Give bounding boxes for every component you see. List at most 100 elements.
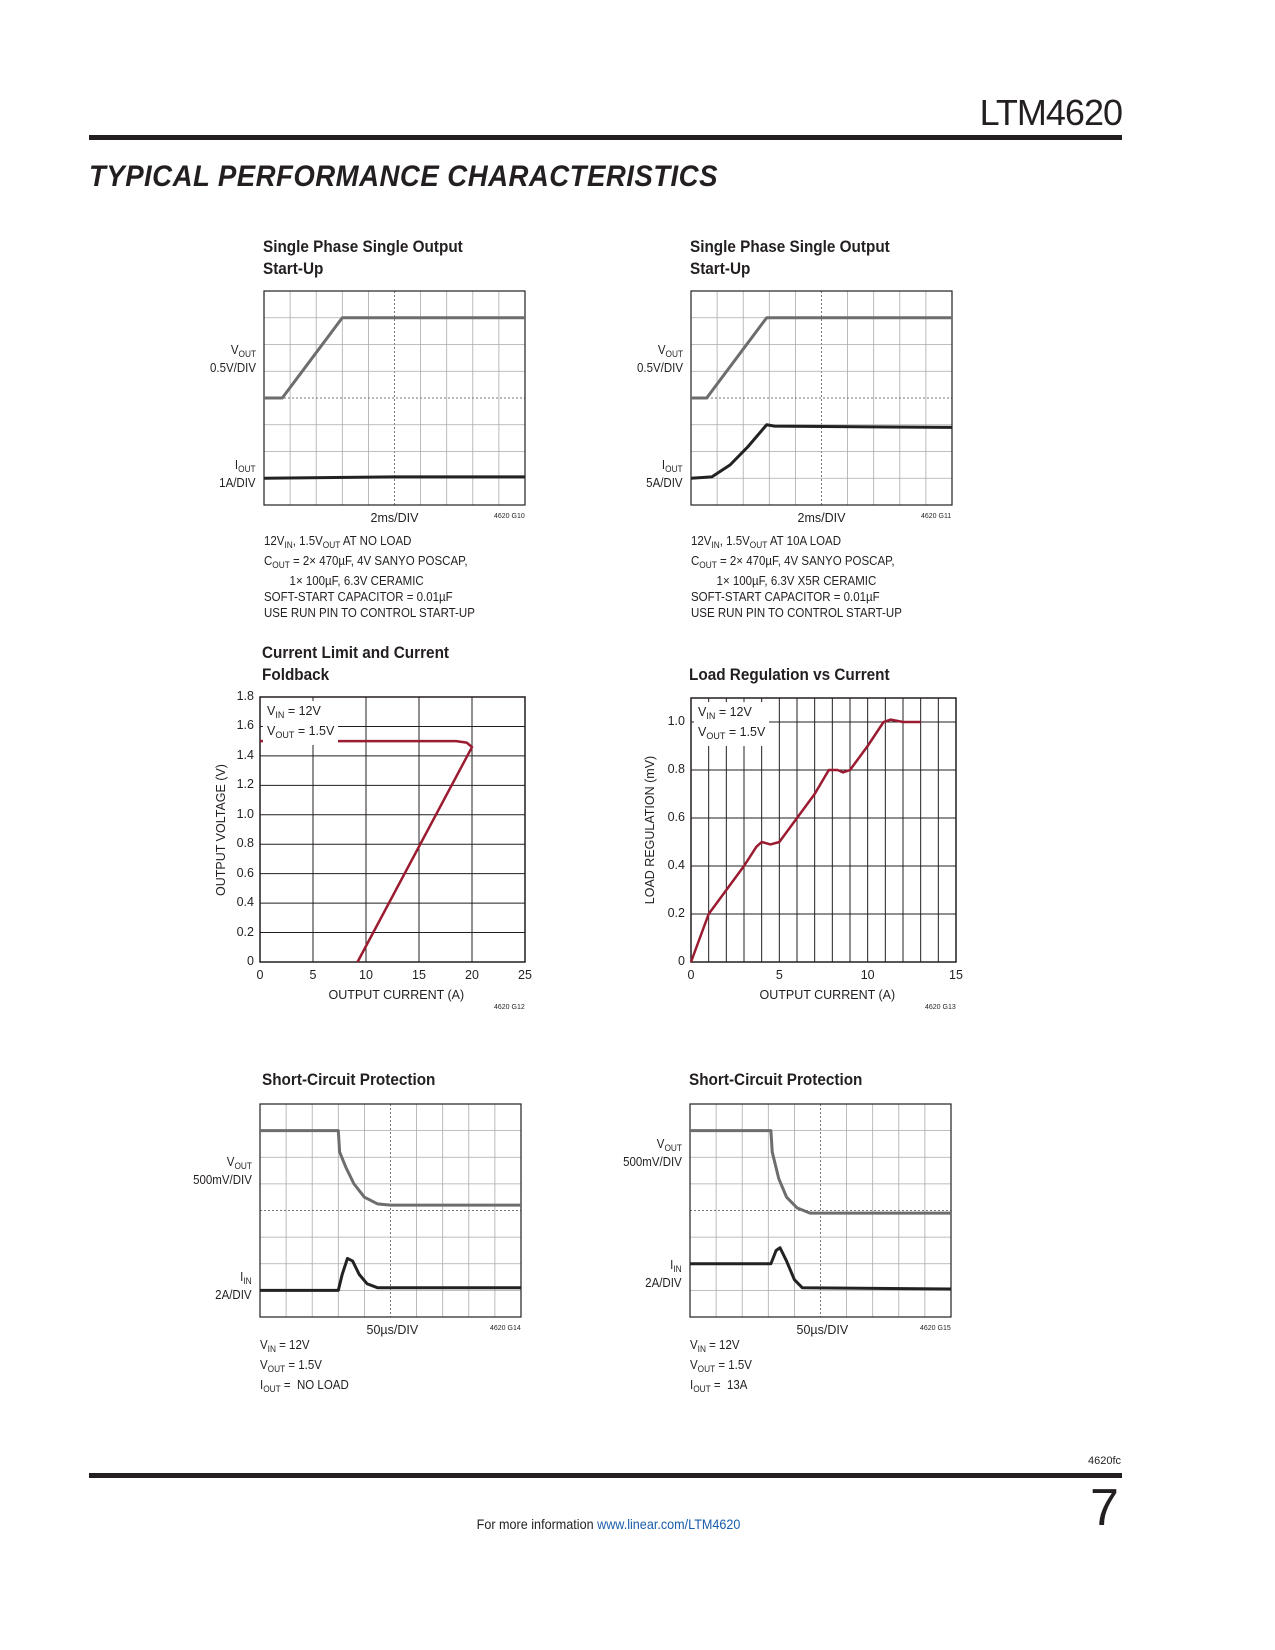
text: C bbox=[264, 554, 273, 568]
y-axis-label: LOAD REGULATION (mV) bbox=[643, 755, 657, 905]
subscript: OUT bbox=[263, 1384, 281, 1394]
subscript: OUT bbox=[267, 1364, 286, 1374]
text: USE RUN PIN TO CONTROL START-UP bbox=[691, 606, 902, 620]
y-tick-label: 0 bbox=[678, 954, 685, 968]
trace-vout bbox=[691, 316, 952, 400]
x-axis-label: OUTPUT CURRENT (A) bbox=[328, 988, 465, 1002]
chart-plot bbox=[690, 290, 953, 506]
text: AT 10A LOAD bbox=[767, 534, 842, 548]
subscript: OUT bbox=[697, 1364, 716, 1374]
subscript: OUT bbox=[665, 349, 683, 359]
trace-vout bbox=[260, 1129, 521, 1207]
subscript: IN bbox=[284, 540, 293, 550]
subscript: OUT bbox=[272, 560, 290, 570]
subscript: OUT bbox=[749, 540, 768, 550]
plot-border bbox=[259, 1103, 522, 1318]
y-axis-label: OUTPUT VOLTAGE (V) bbox=[214, 763, 228, 896]
subscript: IN bbox=[697, 1344, 706, 1354]
trace-iin bbox=[260, 1256, 521, 1292]
footer-info-text: For more information bbox=[476, 1516, 598, 1532]
condition-line: VIN = 12V bbox=[260, 1337, 349, 1357]
x-tick-label: 15 bbox=[949, 968, 963, 982]
text: = 12V bbox=[284, 704, 321, 718]
y-tick-label: 0.2 bbox=[236, 924, 254, 939]
subscript: OUT bbox=[693, 1384, 711, 1394]
condition-line: 1× 100µF, 6.3V X5R CERAMIC bbox=[691, 573, 902, 589]
y-tick-label: 1.0 bbox=[236, 806, 254, 821]
text: V bbox=[260, 1338, 268, 1352]
chart-plot bbox=[259, 1103, 522, 1318]
y-tick-label: 0 bbox=[247, 954, 254, 968]
header-rule bbox=[89, 135, 1122, 140]
x-tick-label: 5 bbox=[775, 968, 783, 982]
figure-code: 4620 G11 bbox=[921, 513, 952, 520]
test-conditions: 12VIN, 1.5VOUT AT 10A LOAD COUT = 2× 470µ… bbox=[691, 533, 902, 621]
text: V bbox=[260, 1358, 268, 1372]
condition-line: 1× 100µF, 6.3V CERAMIC bbox=[264, 573, 475, 589]
subscript: OUT bbox=[665, 464, 683, 474]
trace-vout bbox=[690, 1129, 951, 1215]
trace-scale: 0.5V/DIV bbox=[209, 361, 256, 375]
trace-scale: 500mV/DIV bbox=[623, 1155, 682, 1169]
y-tick-label: 0.2 bbox=[667, 906, 685, 920]
figure-code: 4620 G15 bbox=[920, 1325, 951, 1332]
footer-link[interactable]: www.linear.com/LTM4620 bbox=[597, 1516, 741, 1532]
text: = NO LOAD bbox=[280, 1378, 349, 1392]
text: V bbox=[698, 725, 707, 739]
test-conditions: 12VIN, 1.5VOUT AT NO LOAD COUT = 2× 470µF… bbox=[264, 533, 475, 621]
subscript: IN bbox=[711, 540, 720, 550]
text: , 1.5V bbox=[292, 534, 323, 548]
text: V bbox=[267, 704, 276, 718]
plot-border bbox=[689, 1103, 952, 1318]
x-tick-label: 20 bbox=[465, 968, 479, 982]
text: 12V bbox=[264, 534, 285, 548]
figure-code: 4620 G13 bbox=[925, 1004, 956, 1011]
trace-label: VOUT 500mV/DIV bbox=[623, 1137, 682, 1169]
text: = 1.5V bbox=[285, 1358, 322, 1372]
text: V bbox=[230, 343, 239, 357]
figure-code: 4620 G10 bbox=[494, 513, 525, 520]
y-tick-label: 0.8 bbox=[667, 762, 685, 776]
figure-code: 4620 G12 bbox=[494, 1004, 525, 1011]
text: = 1.5V bbox=[294, 724, 335, 738]
trace-vout bbox=[264, 316, 525, 400]
y-tick-label: 1.0 bbox=[667, 714, 685, 728]
subscript: OUT bbox=[699, 560, 717, 570]
part-number: LTM4620 bbox=[979, 92, 1123, 133]
footer-rule bbox=[89, 1473, 1122, 1478]
text: SOFT-START CAPACITOR = 0.01µF bbox=[264, 590, 453, 604]
y-tick-label: 0.6 bbox=[667, 810, 685, 824]
test-conditions: VIN = 12V VOUT = 1.5V IOUT = 13A bbox=[690, 1337, 752, 1397]
text: V bbox=[690, 1358, 698, 1372]
x-tick-label: 5 bbox=[309, 968, 317, 982]
x-axis-label: OUTPUT CURRENT (A) bbox=[759, 988, 896, 1002]
doc-code: 4620fc bbox=[1088, 1455, 1122, 1467]
text: I bbox=[240, 1270, 244, 1284]
subscript: IN bbox=[673, 1264, 682, 1274]
timebase-label: 2ms/DIV bbox=[797, 511, 846, 525]
text: USE RUN PIN TO CONTROL START-UP bbox=[264, 606, 475, 620]
subscript: OUT bbox=[706, 731, 726, 741]
y-tick-label: 0.6 bbox=[236, 865, 254, 880]
text: V bbox=[657, 343, 666, 357]
text: 12V bbox=[691, 534, 712, 548]
text: V bbox=[226, 1155, 235, 1169]
trace-scale: 2A/DIV bbox=[215, 1288, 252, 1302]
figure-code: 4620 G14 bbox=[490, 1325, 521, 1332]
condition-line: IOUT = 13A bbox=[690, 1377, 752, 1397]
chart-title: Single Phase Single Output Start-Up bbox=[263, 237, 463, 278]
condition-line: IOUT = NO LOAD bbox=[260, 1377, 349, 1397]
condition-line: COUT = 2× 470µF, 4V SANYO POSCAP, bbox=[264, 553, 475, 573]
text: = 12V bbox=[275, 1338, 310, 1352]
x-tick-label: 25 bbox=[518, 968, 532, 982]
trace-scale: 500mV/DIV bbox=[193, 1173, 252, 1187]
y-tick-label: 0.8 bbox=[236, 836, 254, 851]
page-number: 7 bbox=[1090, 1479, 1119, 1537]
trace-label: IOUT 1A/DIV bbox=[220, 458, 256, 490]
subscript: IN bbox=[267, 1344, 276, 1354]
timebase-label: 2ms/DIV bbox=[370, 511, 419, 525]
trace-scale: 5A/DIV bbox=[646, 476, 683, 490]
trace-label: VOUT 500mV/DIV bbox=[193, 1155, 252, 1187]
timebase-label: 50µs/DIV bbox=[796, 1323, 849, 1337]
y-tick-label: 1.2 bbox=[236, 777, 254, 792]
